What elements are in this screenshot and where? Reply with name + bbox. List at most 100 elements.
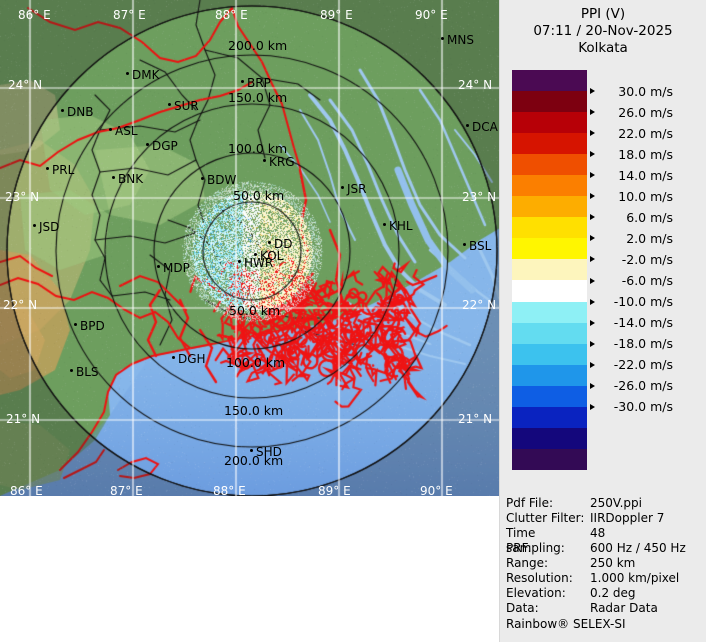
triangle-marker-icon [590, 193, 595, 200]
triangle-marker-icon [590, 88, 595, 95]
colorbar-tick-label: 18.0 m/s [618, 146, 673, 162]
triangle-marker-icon [590, 403, 595, 410]
city-marker-icon [168, 103, 171, 106]
colorbar-tick-label: 14.0 m/s [618, 167, 673, 183]
side-panel: PPI (V) 07:11 / 20-Nov-2025 Kolkata 30.0… [500, 0, 706, 642]
city-marker-icon [341, 186, 344, 189]
colorbar-tick-label: -14.0 m/s [613, 315, 673, 331]
triangle-marker-icon [590, 235, 595, 242]
city-marker-icon [157, 265, 160, 268]
triangle-marker-icon [590, 256, 595, 263]
metadata-value: 250V.ppi [590, 496, 642, 510]
metadata-row: Clutter Filter: IIRDoppler 7 [506, 511, 706, 526]
city-marker-icon [441, 37, 444, 40]
metadata-key: Time sampling: [506, 526, 565, 555]
colorbar-segment [512, 259, 587, 281]
range-ring-label: 150.0 km [228, 90, 288, 105]
metadata-value: 250 km [590, 556, 636, 570]
colorbar-segment [512, 322, 587, 344]
triangle-marker-icon [590, 319, 595, 326]
colorbar-tick-label: -22.0 m/s [613, 357, 673, 373]
colorbar-gradient [512, 70, 587, 470]
city-marker-icon [61, 109, 64, 112]
brand-label: Rainbow® SELEX-SI [506, 617, 626, 631]
city-marker-icon [172, 356, 175, 359]
colorbar-segment [512, 364, 587, 386]
colorbar-segment [512, 448, 587, 470]
triangle-marker-icon [590, 130, 595, 137]
metadata-value: Radar Data [590, 601, 658, 615]
metadata-value: 600 Hz / 450 Hz [590, 541, 686, 555]
metadata-row: Time sampling: 48 [506, 526, 706, 555]
city-marker-icon [383, 223, 386, 226]
colorbar-tick-label: -18.0 m/s [613, 336, 673, 352]
colorbar-segment [512, 238, 587, 260]
colorbar-segment [512, 112, 587, 134]
triangle-marker-icon [590, 382, 595, 389]
metadata-key: Data: [506, 601, 539, 615]
city-marker-icon [112, 176, 115, 179]
metadata-panel: Pdf File: 250V.ppi Clutter Filter: IIRDoppl… [506, 496, 706, 632]
colorbar-tick-label: 22.0 m/s [618, 125, 673, 141]
timestamp-label: 07:11 / 20-Nov-2025 [533, 23, 673, 39]
city-marker-icon [33, 224, 36, 227]
colorbar-segment [512, 343, 587, 365]
colorbar-legend: 30.0 m/s 26.0 m/s 22.0 m/s 18.0 m/s 14.0 m/s… [512, 70, 702, 475]
triangle-marker-icon [590, 109, 595, 116]
range-ring-label: 50.0 km [233, 188, 285, 203]
city-marker-icon [201, 177, 204, 180]
triangle-marker-icon [590, 277, 595, 284]
colorbar-tick-label: -6.0 m/s [621, 273, 673, 289]
colorbar-tick-label: -10.0 m/s [613, 294, 673, 310]
metadata-row: Elevation: 0.2 deg [506, 586, 706, 601]
colorbar-segment [512, 91, 587, 113]
range-ring-label: 200.0 km [224, 453, 284, 468]
triangle-marker-icon [590, 298, 595, 305]
range-ring-label: 200.0 km [228, 38, 288, 53]
site-name-label: Kolkata [578, 40, 628, 56]
city-marker-icon [463, 243, 466, 246]
range-ring-label: 150.0 km [224, 403, 284, 418]
colorbar-tick-label: 10.0 m/s [618, 188, 673, 204]
colorbar-tick-label: 30.0 m/s [618, 83, 673, 99]
metadata-value: IIRDoppler 7 [590, 511, 665, 525]
colorbar-segment [512, 427, 587, 449]
city-marker-icon [268, 241, 271, 244]
radar-map-canvas[interactable] [0, 0, 500, 496]
colorbar-tick-label: 2.0 m/s [626, 230, 673, 246]
metadata-row: Data: Radar Data [506, 601, 706, 616]
metadata-key: Pdf File: [506, 496, 554, 510]
colorbar-tick-label: 26.0 m/s [618, 104, 673, 120]
metadata-row: Range: 250 km [506, 556, 706, 571]
colorbar-tick-label: -2.0 m/s [621, 251, 673, 267]
colorbar-tick-label: 6.0 m/s [626, 209, 673, 225]
metadata-key: Resolution: [506, 571, 573, 585]
triangle-marker-icon [590, 340, 595, 347]
city-marker-icon [241, 80, 244, 83]
colorbar-segment [512, 385, 587, 407]
metadata-key: Elevation: [506, 586, 566, 600]
city-marker-icon [109, 128, 112, 131]
city-marker-icon [126, 72, 129, 75]
panel-divider [499, 0, 500, 642]
colorbar-tick-label: -30.0 m/s [613, 399, 673, 415]
metadata-key: Clutter Filter: [506, 511, 585, 525]
colorbar-segment [512, 196, 587, 218]
metadata-key: PRF: [506, 541, 532, 555]
triangle-marker-icon [590, 172, 595, 179]
colorbar-tick-label: -26.0 m/s [613, 378, 673, 394]
title-block: PPI (V) 07:11 / 20-Nov-2025 Kolkata [500, 6, 706, 57]
metadata-value: 0.2 deg [590, 586, 636, 600]
product-title: PPI (V) [580, 6, 626, 22]
metadata-row: Resolution: 1.000 km/pixel [506, 571, 706, 586]
city-marker-icon [238, 260, 241, 263]
colorbar-segment [512, 175, 587, 197]
city-marker-icon [46, 167, 49, 170]
metadata-value: 1.000 km/pixel [590, 571, 680, 585]
radar-map-panel[interactable]: 86° E 87° E 88° E 89° E 90° E 86° E 87° E 88° E… [0, 0, 500, 496]
colorbar-segment [512, 70, 587, 92]
colorbar-segment [512, 154, 587, 176]
colorbar-segment [512, 301, 587, 323]
triangle-marker-icon [590, 361, 595, 368]
